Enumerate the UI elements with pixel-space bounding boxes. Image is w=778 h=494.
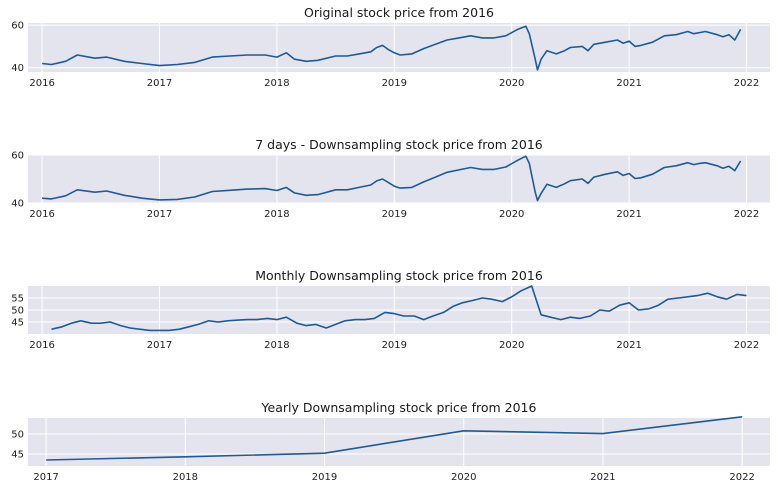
x-tick-label: 2020 xyxy=(451,472,476,483)
x-tick-label: 2020 xyxy=(499,340,524,351)
x-tick-label: 2021 xyxy=(616,78,641,89)
y-tick-label: 45 xyxy=(11,450,24,461)
x-tick-label: 2018 xyxy=(264,209,289,220)
x-tick-label: 2020 xyxy=(499,78,524,89)
x-tick-label: 2016 xyxy=(29,78,54,89)
y-tick-label: 45 xyxy=(11,318,24,329)
plot-area xyxy=(28,23,770,72)
x-tick-label: 2022 xyxy=(734,340,759,351)
x-tick-label: 2017 xyxy=(147,209,172,220)
x-tick-label: 2019 xyxy=(382,78,407,89)
x-tick-label: 2019 xyxy=(312,472,337,483)
chart-7-days: 7 days - Downsampling stock price from 2… xyxy=(11,137,770,220)
y-tick-label: 40 xyxy=(11,63,24,74)
y-tick-label: 40 xyxy=(11,199,24,210)
chart-title: 7 days - Downsampling stock price from 2… xyxy=(255,137,543,152)
x-tick-label: 2019 xyxy=(382,340,407,351)
y-tick-label: 60 xyxy=(11,151,24,162)
y-tick-label: 50 xyxy=(11,430,24,441)
x-tick-label: 2021 xyxy=(616,340,641,351)
chart-title: Monthly Downsampling stock price from 20… xyxy=(255,268,543,283)
series-line xyxy=(42,155,742,202)
x-tick-label: 2021 xyxy=(590,472,615,483)
x-tick-label: 2022 xyxy=(729,472,754,483)
plot-area xyxy=(28,155,770,203)
chart-title: Original stock price from 2016 xyxy=(304,5,494,20)
x-tick-label: 2022 xyxy=(734,78,759,89)
y-tick-label: 50 xyxy=(11,306,24,317)
x-tick-label: 2018 xyxy=(264,340,289,351)
series-line xyxy=(46,416,743,461)
x-tick-label: 2020 xyxy=(499,209,524,220)
chart-monthly: Monthly Downsampling stock price from 20… xyxy=(11,268,770,351)
chart-original: Original stock price from 2016 2016 2017 2… xyxy=(11,5,770,89)
chart-yearly: Yearly Downsampling stock price from 201… xyxy=(11,400,770,483)
x-tick-label: 2016 xyxy=(29,209,54,220)
x-tick-label: 2018 xyxy=(173,472,198,483)
x-tick-label: 2016 xyxy=(29,340,54,351)
x-tick-label: 2017 xyxy=(147,340,172,351)
x-tick-label: 2017 xyxy=(33,472,58,483)
chart-title: Yearly Downsampling stock price from 201… xyxy=(261,400,537,415)
y-tick-label: 55 xyxy=(11,294,24,305)
series-line xyxy=(42,25,742,71)
x-tick-label: 2019 xyxy=(382,209,407,220)
x-tick-label: 2021 xyxy=(616,209,641,220)
x-tick-label: 2017 xyxy=(147,78,172,89)
series-line xyxy=(51,285,747,332)
x-tick-label: 2022 xyxy=(734,209,759,220)
y-tick-label: 60 xyxy=(11,21,24,32)
x-tick-label: 2018 xyxy=(264,78,289,89)
